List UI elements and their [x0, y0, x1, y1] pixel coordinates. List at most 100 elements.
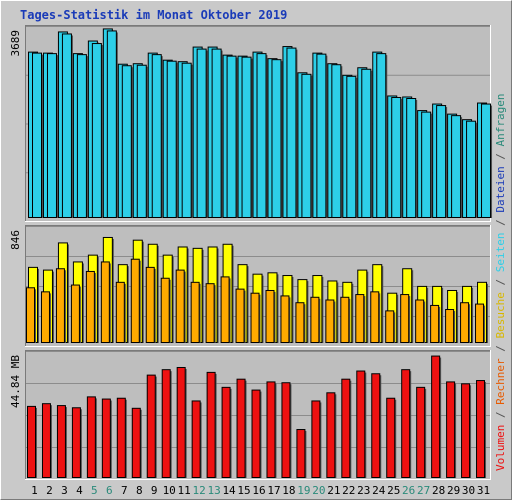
x-tick-label: 28	[432, 484, 445, 497]
y-axis-label-anfragen: 3689	[9, 30, 22, 57]
bar-volumen	[296, 429, 306, 479]
bar-volumen	[356, 370, 366, 478]
bar-volumen	[176, 366, 186, 478]
bar-rechner	[430, 304, 440, 344]
x-tick-label: 8	[136, 484, 143, 497]
bar-volumen	[86, 396, 96, 478]
bar-dateien	[301, 73, 312, 218]
x-tick-label: 12	[193, 484, 206, 497]
bar-volumen	[386, 397, 396, 479]
bar-dateien	[286, 47, 297, 218]
bar-volumen	[221, 386, 231, 478]
bar-volumen	[56, 405, 66, 478]
x-tick-label: 26	[402, 484, 415, 497]
bar-rechner	[26, 287, 35, 344]
chart-title: Tages-Statistik im Monat Oktober 2019	[20, 8, 288, 22]
x-tick-label: 11	[178, 484, 191, 497]
bar-dateien	[451, 115, 462, 218]
x-tick-label: 22	[342, 484, 355, 497]
y-axis-label-volumen: 44.84 MB	[9, 355, 22, 408]
bar-rechner	[415, 299, 425, 344]
bar-dateien	[421, 111, 432, 218]
bar-volumen	[71, 407, 81, 478]
bar-volumen	[161, 369, 171, 479]
bar-rechner	[370, 291, 380, 343]
x-tick-label: 18	[282, 484, 295, 497]
bar-volumen	[236, 378, 246, 478]
x-tick-label: 27	[417, 484, 430, 497]
bar-volumen	[311, 400, 321, 479]
x-tick-label: 13	[207, 484, 220, 497]
bar-dateien	[61, 33, 72, 218]
bar-volumen	[191, 400, 201, 479]
x-tick-label: 20	[312, 484, 325, 497]
bar-dateien	[391, 96, 402, 218]
bar-rechner	[145, 266, 155, 344]
bar-volumen	[131, 407, 141, 478]
legend-entry: Besuche	[494, 292, 507, 338]
x-tick-label: 30	[462, 484, 475, 497]
bar-volumen	[116, 397, 126, 479]
x-tick-label: 1	[31, 484, 38, 497]
legend-entry: /	[494, 146, 507, 166]
bar-rechner	[445, 309, 455, 343]
bar-volumen	[266, 381, 276, 479]
bar-dateien	[151, 54, 162, 218]
bar-volumen	[371, 373, 381, 479]
bar-volumen	[341, 378, 351, 478]
x-tick-label: 15	[237, 484, 250, 497]
bar-dateien	[46, 53, 57, 218]
bar-rechner	[340, 296, 350, 343]
x-tick-label: 31	[477, 484, 490, 497]
bar-dateien	[331, 64, 342, 218]
bar-dateien	[166, 60, 177, 219]
bar-rechner	[130, 258, 140, 343]
bar-volumen	[446, 381, 456, 479]
bar-dateien	[211, 48, 222, 218]
legend-entry: Anfragen	[494, 93, 507, 146]
bar-volumen	[206, 371, 216, 478]
bar-rechner	[280, 295, 290, 343]
x-tick-label: 7	[121, 484, 128, 497]
x-tick-label: 2	[46, 484, 53, 497]
bar-rechner	[55, 268, 65, 344]
bar-volumen	[41, 403, 51, 478]
bar-dateien	[196, 48, 207, 218]
legend-entry: Seiten	[494, 233, 507, 273]
x-tick-label: 4	[76, 484, 83, 497]
bar-rechner	[220, 276, 230, 343]
x-tick-label: 16	[252, 484, 265, 497]
bar-dateien	[361, 68, 372, 218]
bar-rechner	[460, 302, 470, 343]
bar-rechner	[385, 310, 395, 343]
x-tick-label: 19	[297, 484, 310, 497]
legend-entry: Rechner	[494, 358, 507, 405]
bar-rechner	[205, 283, 215, 343]
bar-volumen	[101, 398, 111, 478]
x-tick-label: 14	[222, 484, 236, 497]
bar-volumen	[326, 392, 336, 478]
x-tick-label: 29	[447, 484, 460, 497]
bar-rechner	[175, 269, 185, 343]
bar-dateien	[76, 54, 87, 218]
legend-entry: /	[494, 339, 507, 359]
bar-volumen	[476, 380, 486, 478]
bar-dateien	[466, 120, 477, 218]
x-tick-label: 21	[327, 484, 340, 497]
bar-dateien	[256, 53, 267, 218]
bar-rechner	[85, 270, 95, 343]
legend-entry: /	[494, 272, 507, 292]
bar-dateien	[136, 64, 147, 218]
bar-dateien	[271, 59, 282, 219]
x-tick-label: 23	[357, 484, 370, 497]
bar-rechner	[100, 261, 110, 344]
bar-volumen	[431, 355, 441, 478]
bar-rechner	[325, 299, 335, 344]
legend-entry: Dateien	[494, 166, 507, 212]
bar-rechner	[310, 296, 320, 343]
x-tick-label: 3	[61, 484, 68, 497]
bar-rechner	[400, 294, 410, 344]
bar-volumen	[401, 369, 411, 479]
legend-entry: /	[494, 405, 507, 425]
